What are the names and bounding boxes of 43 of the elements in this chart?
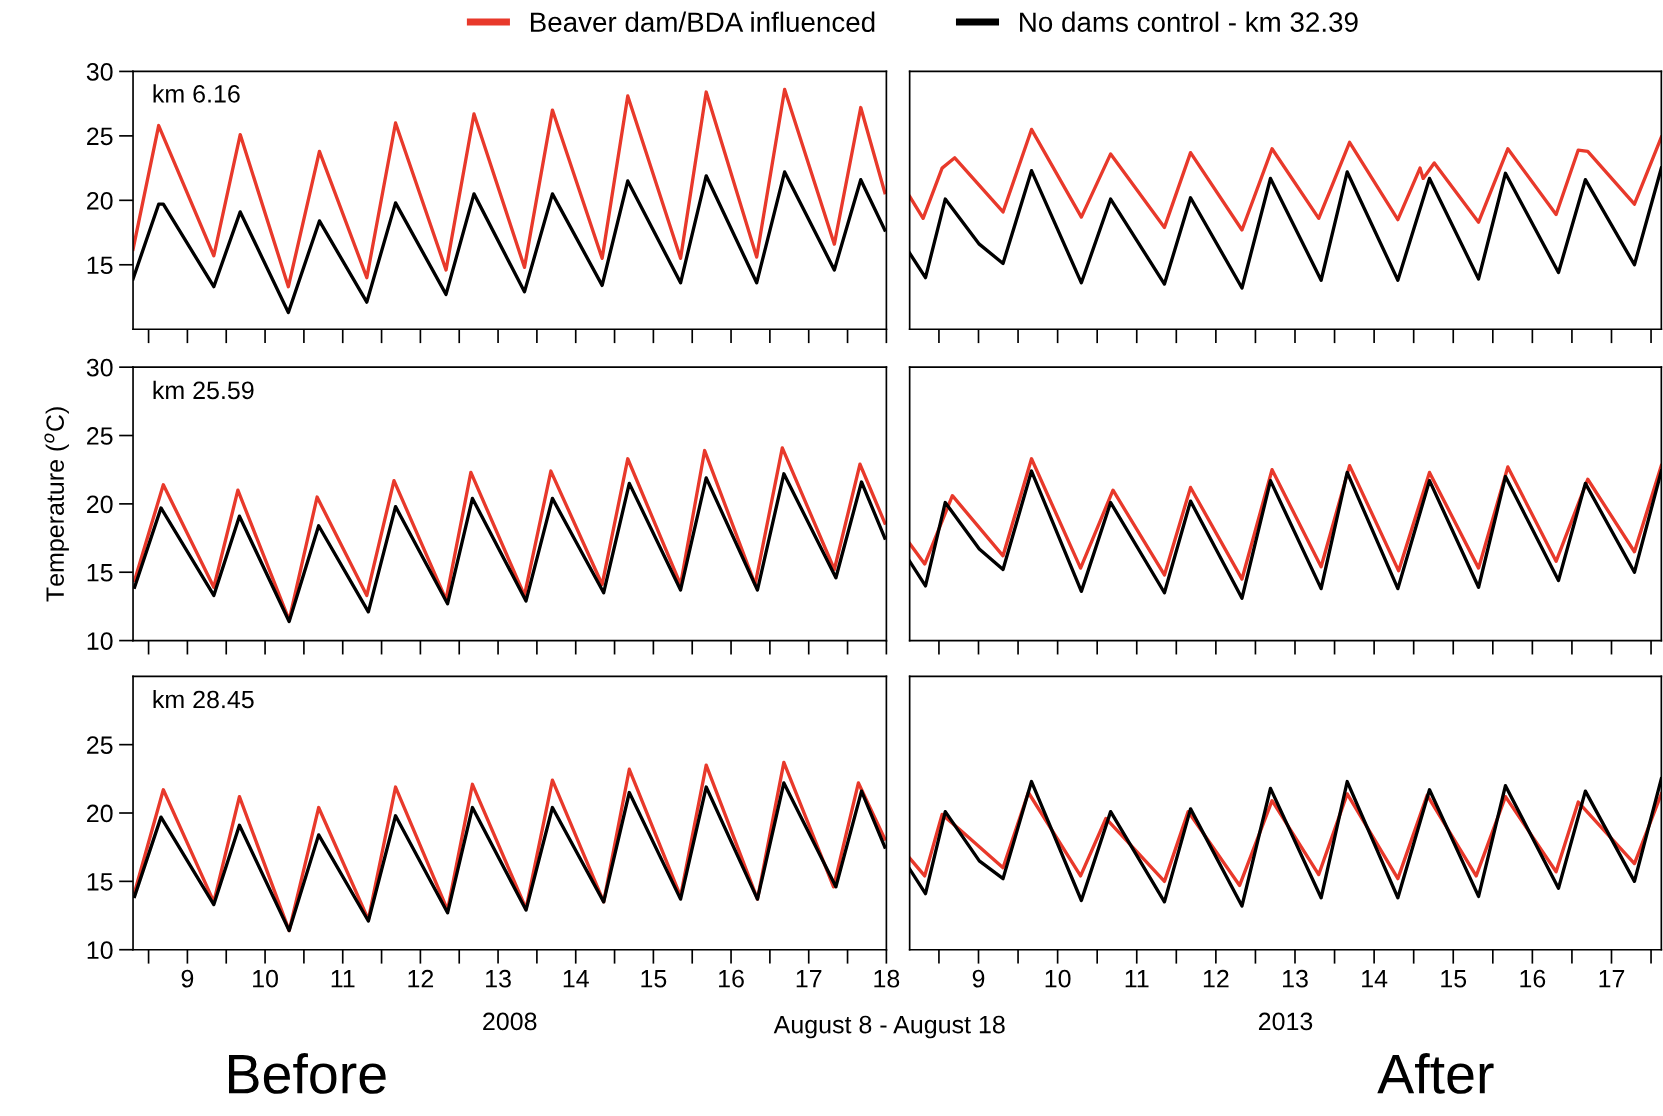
x-tick-label: 13: [1283, 969, 1308, 988]
x-tick-label: 16: [719, 969, 744, 988]
x-tick-label: 12: [1203, 969, 1229, 988]
x-tick-label: 10: [253, 969, 278, 988]
annotation: km 25.59: [153, 380, 254, 400]
x-tick-label: 14: [563, 970, 589, 988]
y-tick-label: 15: [87, 256, 113, 275]
text: August 8 - August 18: [773, 1015, 1005, 1039]
x-axis-title: 2013: [1258, 1012, 1313, 1031]
x-tick-label: 17: [796, 970, 822, 988]
y-tick-label: 20: [87, 191, 113, 210]
legend-label: Beaver dam/BDA influenced: [530, 11, 875, 33]
y-tick-label: 20: [87, 804, 113, 823]
y-tick-label: 25: [87, 427, 113, 445]
x-tick-label: 18: [874, 969, 900, 988]
y-tick-label: 30: [86, 63, 113, 81]
y-tick-label: 30: [86, 358, 113, 377]
x-tick-label: 10: [1045, 969, 1071, 988]
text: Before: [229, 1053, 386, 1094]
x-tick-label: 9: [972, 969, 985, 988]
x-tick-label: 15: [641, 970, 667, 988]
y-axis-title: Temperature ($^{o}$C): [44, 407, 69, 602]
x-tick-label: 17: [1599, 970, 1625, 988]
annotation: km 6.16: [153, 84, 240, 103]
x-axis-title: 2008: [483, 1012, 537, 1031]
text: After: [1377, 1053, 1494, 1094]
y-tick-label: 10: [87, 941, 113, 960]
x-tick-label: 16: [1520, 969, 1546, 988]
x-tick-label: 11: [1125, 970, 1149, 988]
x-tick-label: 11: [331, 970, 355, 988]
y-tick-label: 20: [87, 495, 113, 514]
y-tick-label: 25: [87, 127, 113, 146]
y-tick-label: 25: [87, 736, 113, 754]
x-tick-label: 14: [1362, 970, 1388, 988]
y-tick-label: 15: [87, 564, 113, 582]
y-tick-label: 15: [87, 873, 113, 891]
legend-label: No dams control - km 32.39: [1020, 11, 1358, 33]
x-tick-label: 12: [408, 969, 434, 988]
x-tick-label: 9: [181, 969, 194, 988]
x-tick-label: 13: [486, 969, 511, 988]
annotation: km 28.45: [153, 689, 254, 709]
x-tick-label: 15: [1441, 970, 1467, 988]
y-tick-label: 10: [87, 632, 113, 650]
